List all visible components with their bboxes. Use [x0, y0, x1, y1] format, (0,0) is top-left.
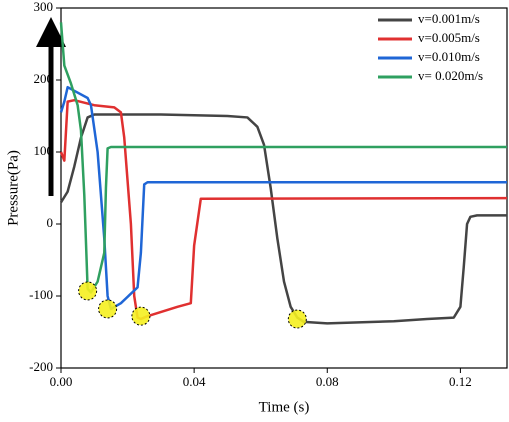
plot-frame: [60, 7, 508, 369]
legend-label: v=0.010m/s: [418, 49, 480, 64]
y-tick-label: -200: [29, 359, 53, 374]
x-axis-label: Time (s): [259, 399, 310, 415]
legend-label: v=0.001m/s: [418, 11, 480, 26]
x-tick-label: 0.08: [316, 374, 339, 389]
x-tick-label: 0.12: [449, 374, 472, 389]
y-axis-label: Pressure(Pa): [5, 150, 21, 226]
series-line: [59, 98, 508, 321]
y-tick-label: 100: [34, 143, 54, 158]
highlight-point: [287, 309, 307, 329]
highlight-point: [131, 306, 151, 326]
series-line: [59, 113, 507, 325]
legend-label: v=0.005m/s: [418, 30, 480, 45]
legend-label: v= 0.020m/s: [418, 68, 483, 83]
series-line: [59, 85, 507, 311]
highlight-point: [78, 281, 98, 301]
x-tick-label: 0.00: [50, 374, 73, 389]
y-tick-label: -100: [29, 287, 53, 302]
y-tick-label: 0: [47, 215, 54, 230]
highlight-point: [98, 299, 118, 319]
y-tick-label: 300: [34, 0, 54, 14]
x-tick-label: 0.04: [183, 374, 206, 389]
y-tick-label: 200: [34, 71, 54, 86]
